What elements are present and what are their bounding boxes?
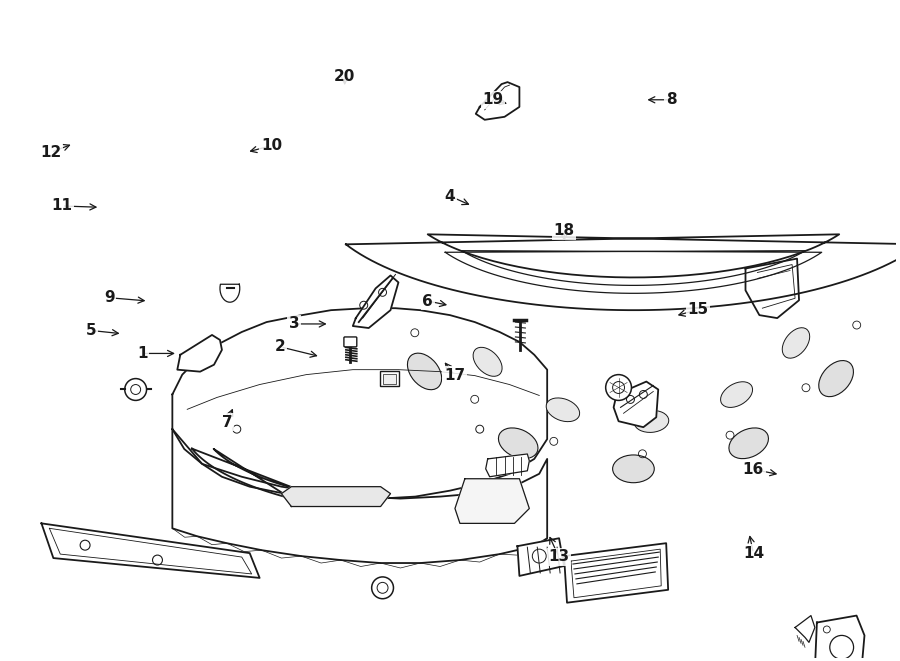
Polygon shape xyxy=(282,486,391,506)
Ellipse shape xyxy=(613,455,654,483)
Ellipse shape xyxy=(721,382,752,407)
Polygon shape xyxy=(814,615,865,661)
Text: 3: 3 xyxy=(289,317,299,331)
Polygon shape xyxy=(220,284,239,302)
FancyBboxPatch shape xyxy=(344,337,356,347)
Polygon shape xyxy=(795,615,815,642)
Polygon shape xyxy=(183,476,279,526)
Polygon shape xyxy=(455,479,529,524)
Polygon shape xyxy=(177,335,222,371)
Ellipse shape xyxy=(546,398,580,422)
Text: 1: 1 xyxy=(137,346,148,361)
Text: 5: 5 xyxy=(86,323,96,338)
Text: 11: 11 xyxy=(51,198,72,214)
Ellipse shape xyxy=(499,428,538,459)
Text: 15: 15 xyxy=(688,302,708,317)
Ellipse shape xyxy=(819,360,853,397)
Polygon shape xyxy=(353,276,399,328)
Circle shape xyxy=(125,379,147,401)
Text: 14: 14 xyxy=(742,546,764,561)
Text: 19: 19 xyxy=(482,93,503,107)
Circle shape xyxy=(606,375,632,401)
Polygon shape xyxy=(614,381,658,427)
Text: 10: 10 xyxy=(261,138,282,153)
Ellipse shape xyxy=(782,328,810,358)
FancyBboxPatch shape xyxy=(382,373,397,383)
Text: 2: 2 xyxy=(275,339,286,354)
Text: 13: 13 xyxy=(548,549,570,564)
Text: 12: 12 xyxy=(40,145,62,160)
Polygon shape xyxy=(476,82,519,120)
Text: 4: 4 xyxy=(445,188,455,204)
Polygon shape xyxy=(564,543,668,603)
Polygon shape xyxy=(173,429,547,563)
Ellipse shape xyxy=(729,428,769,459)
Ellipse shape xyxy=(408,353,442,390)
Text: 17: 17 xyxy=(444,368,465,383)
Polygon shape xyxy=(486,454,529,477)
Polygon shape xyxy=(173,308,547,498)
Polygon shape xyxy=(346,234,900,310)
Text: 18: 18 xyxy=(554,223,575,239)
Ellipse shape xyxy=(634,410,669,432)
Text: 9: 9 xyxy=(104,290,114,305)
Polygon shape xyxy=(446,251,822,293)
Polygon shape xyxy=(745,258,799,318)
Polygon shape xyxy=(192,449,296,498)
Text: 7: 7 xyxy=(221,414,232,430)
Text: 16: 16 xyxy=(742,462,764,477)
Circle shape xyxy=(372,577,393,599)
Ellipse shape xyxy=(473,347,502,376)
Text: 20: 20 xyxy=(334,69,356,84)
Text: 6: 6 xyxy=(422,293,433,309)
FancyBboxPatch shape xyxy=(380,371,399,386)
Polygon shape xyxy=(518,538,564,576)
Text: 8: 8 xyxy=(666,93,677,107)
Polygon shape xyxy=(41,524,259,578)
